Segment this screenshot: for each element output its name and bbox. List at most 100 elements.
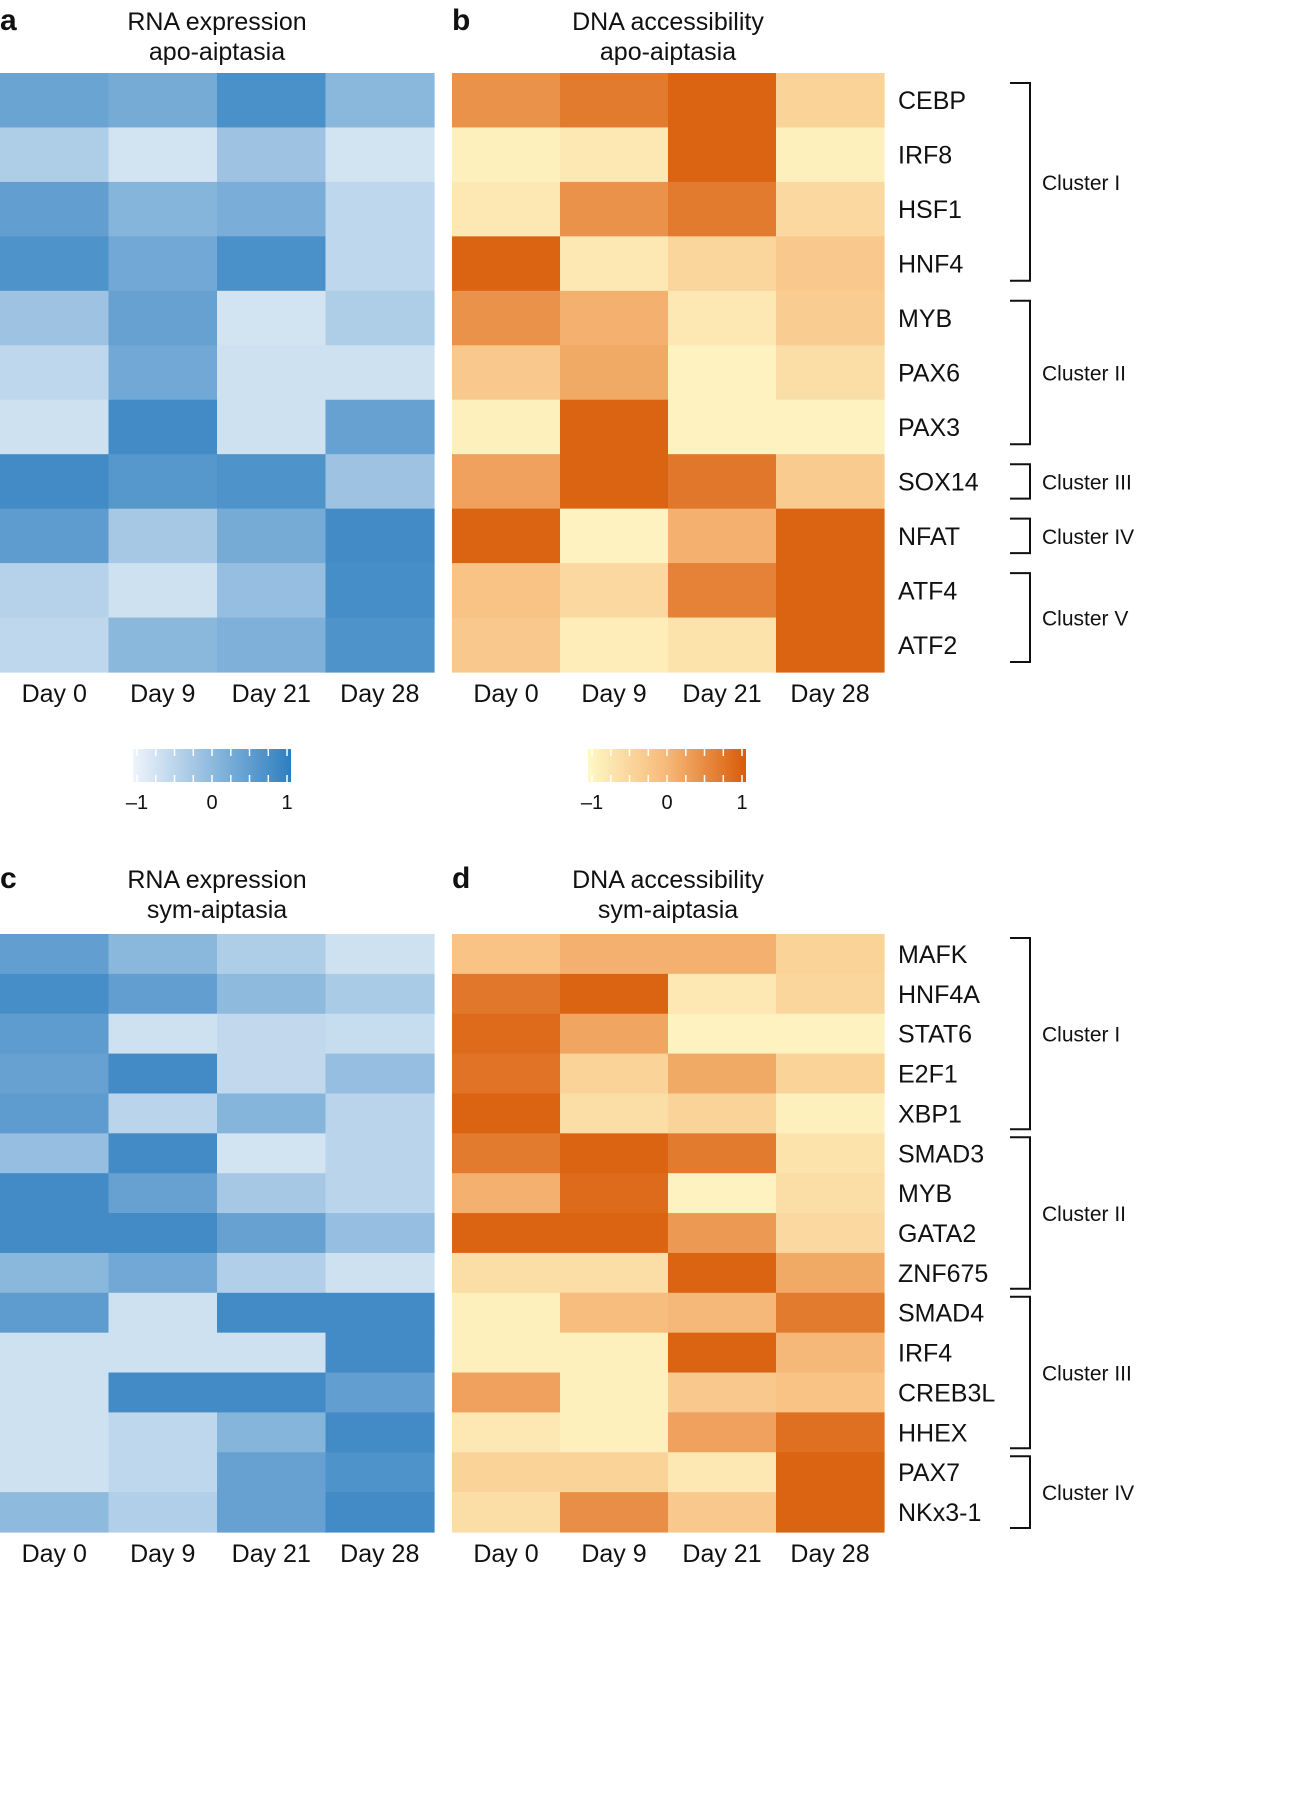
heatmap-cell [452, 934, 561, 975]
panel-letter: a [0, 4, 17, 37]
heatmap-cell [668, 454, 777, 510]
heatmap-cell [776, 973, 885, 1015]
heatmap-cell [0, 617, 110, 673]
x-tick-label: Day 0 [473, 680, 538, 708]
panel-title-line-1: RNA expression [127, 866, 306, 894]
heatmap-cell [452, 1492, 561, 1533]
heatmap-cell [452, 399, 561, 455]
cluster-label: Cluster II [1042, 1203, 1126, 1226]
row-label: MYB [898, 1180, 952, 1208]
heatmap-cell [0, 1013, 110, 1055]
heatmap-cell [0, 1252, 110, 1294]
heatmap-cell [668, 1093, 777, 1134]
cluster-label: Cluster I [1042, 1024, 1120, 1047]
heatmap-cell [776, 236, 885, 292]
heatmap-cell [776, 399, 885, 455]
heatmap-cell [108, 508, 218, 564]
cluster-bracket [1010, 517, 1031, 555]
heatmap-cell [560, 127, 669, 183]
heatmap-cell [668, 181, 777, 237]
heatmap-cell [108, 563, 218, 619]
heatmap-cell [0, 1213, 110, 1254]
heatmap-cell [325, 73, 435, 129]
heatmap-cell [0, 127, 110, 183]
panel-title-line-2: apo-aiptasia [149, 38, 285, 66]
panel-title-line-2: apo-aiptasia [600, 38, 736, 66]
cluster-label: Cluster IV [1042, 1482, 1134, 1505]
x-tick-label: Day 9 [130, 680, 195, 708]
cluster-label: Cluster III [1042, 1363, 1132, 1386]
heatmap-cell [217, 1412, 327, 1453]
heatmap-cell [452, 617, 561, 673]
heatmap-cell [776, 508, 885, 564]
heatmap-cell [560, 345, 669, 401]
heatmap-cell [452, 563, 561, 619]
heatmap-cell [776, 181, 885, 237]
heatmap-cell [108, 1332, 218, 1374]
heatmap-cell [325, 934, 435, 975]
heatmap-cell [325, 399, 435, 455]
heatmap-cell [560, 617, 669, 673]
heatmap-cell [560, 454, 669, 510]
heatmap-cell [452, 127, 561, 183]
row-label: HNF4A [898, 981, 980, 1009]
heatmap-cell [325, 345, 435, 401]
x-tick-label: Day 21 [232, 680, 311, 708]
row-label: CREB3L [898, 1379, 995, 1407]
heatmap-cell [776, 290, 885, 346]
row-label: ATF4 [898, 577, 957, 605]
colorbar-tick-label: 1 [281, 792, 292, 814]
heatmap-cell [668, 508, 777, 564]
heatmap-cell [776, 1213, 885, 1254]
heatmap-cell [108, 454, 218, 510]
heatmap-cell [217, 1013, 327, 1055]
heatmap-cell [776, 1492, 885, 1533]
heatmap-cell [668, 399, 777, 455]
heatmap-cell [325, 508, 435, 564]
heatmap-cell [0, 1133, 110, 1174]
heatmap-cell [108, 1013, 218, 1055]
heatmap-cell [452, 236, 561, 292]
cluster-bracket [1010, 1455, 1031, 1529]
heatmap-cell [452, 1133, 561, 1174]
cluster-bracket [1010, 463, 1031, 500]
heatmap-cell [776, 1412, 885, 1453]
heatmap-cell [217, 1133, 327, 1174]
heatmap-cell [668, 934, 777, 975]
heatmap-cell [668, 1292, 777, 1334]
row-label: HNF4 [898, 251, 963, 279]
heatmap-cell [776, 1292, 885, 1334]
row-label: STAT6 [898, 1021, 972, 1049]
panel-title-line-2: sym-aiptasia [598, 896, 738, 924]
heatmap-cell [776, 1372, 885, 1413]
panel-title-line-1: DNA accessibility [572, 866, 764, 894]
heatmap-cell [217, 508, 327, 564]
heatmap-cell [217, 1093, 327, 1134]
heatmap-cell [560, 1492, 669, 1533]
row-label: CEBP [898, 87, 966, 115]
colorbar-tick-label: 0 [661, 792, 672, 814]
heatmap-cell [108, 181, 218, 237]
cluster-bracket [1010, 572, 1031, 663]
heatmap-cell [217, 290, 327, 346]
heatmap-cell [776, 1133, 885, 1174]
heatmap-cell [668, 1173, 777, 1214]
heatmap-cell [668, 563, 777, 619]
heatmap-cell [452, 73, 561, 129]
heatmap-cell [452, 345, 561, 401]
heatmap-cell [217, 1452, 327, 1493]
heatmap-cell [776, 563, 885, 619]
heatmap-cell [217, 617, 327, 673]
heatmap-cell [0, 1053, 110, 1095]
x-tick-label: Day 9 [581, 1540, 646, 1568]
heatmap-cell [560, 1412, 669, 1453]
heatmap-cell [452, 1252, 561, 1294]
cluster-bracket [1010, 937, 1031, 1131]
heatmap-cell [668, 236, 777, 292]
heatmap-cell [0, 399, 110, 455]
heatmap-cell [217, 1173, 327, 1214]
heatmap-cell [452, 1053, 561, 1095]
